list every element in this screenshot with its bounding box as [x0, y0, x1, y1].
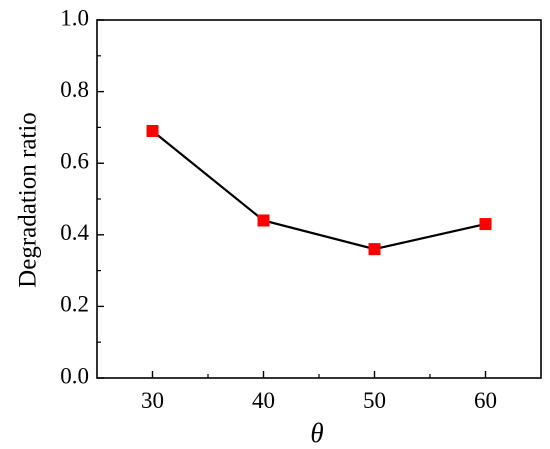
y-tick-label: 1.0 — [60, 5, 89, 30]
data-point-marker — [257, 214, 270, 227]
tick-labels: 0.0 0.2 0.4 0.6 0.8 1.0 30 40 50 60 — [60, 5, 497, 413]
y-axis-title: Degradation ratio — [15, 112, 42, 288]
x-tick-label: 50 — [363, 388, 386, 413]
y-tick-label: 0.0 — [60, 363, 89, 388]
x-tick-label: 60 — [474, 388, 497, 413]
data-point-marker — [368, 243, 381, 256]
ticks — [97, 19, 487, 379]
x-tick-label: 30 — [141, 388, 164, 413]
series — [146, 124, 492, 256]
data-point-marker — [146, 124, 159, 137]
series-line — [151, 130, 486, 251]
x-axis-title: θ — [310, 418, 323, 448]
data-point-marker — [479, 218, 492, 231]
y-tick-label: 0.2 — [60, 292, 89, 317]
y-tick-label: 0.4 — [60, 220, 89, 245]
x-tick-label: 40 — [252, 388, 275, 413]
y-tick-label: 0.8 — [60, 77, 89, 102]
y-tick-label: 0.6 — [60, 148, 89, 173]
